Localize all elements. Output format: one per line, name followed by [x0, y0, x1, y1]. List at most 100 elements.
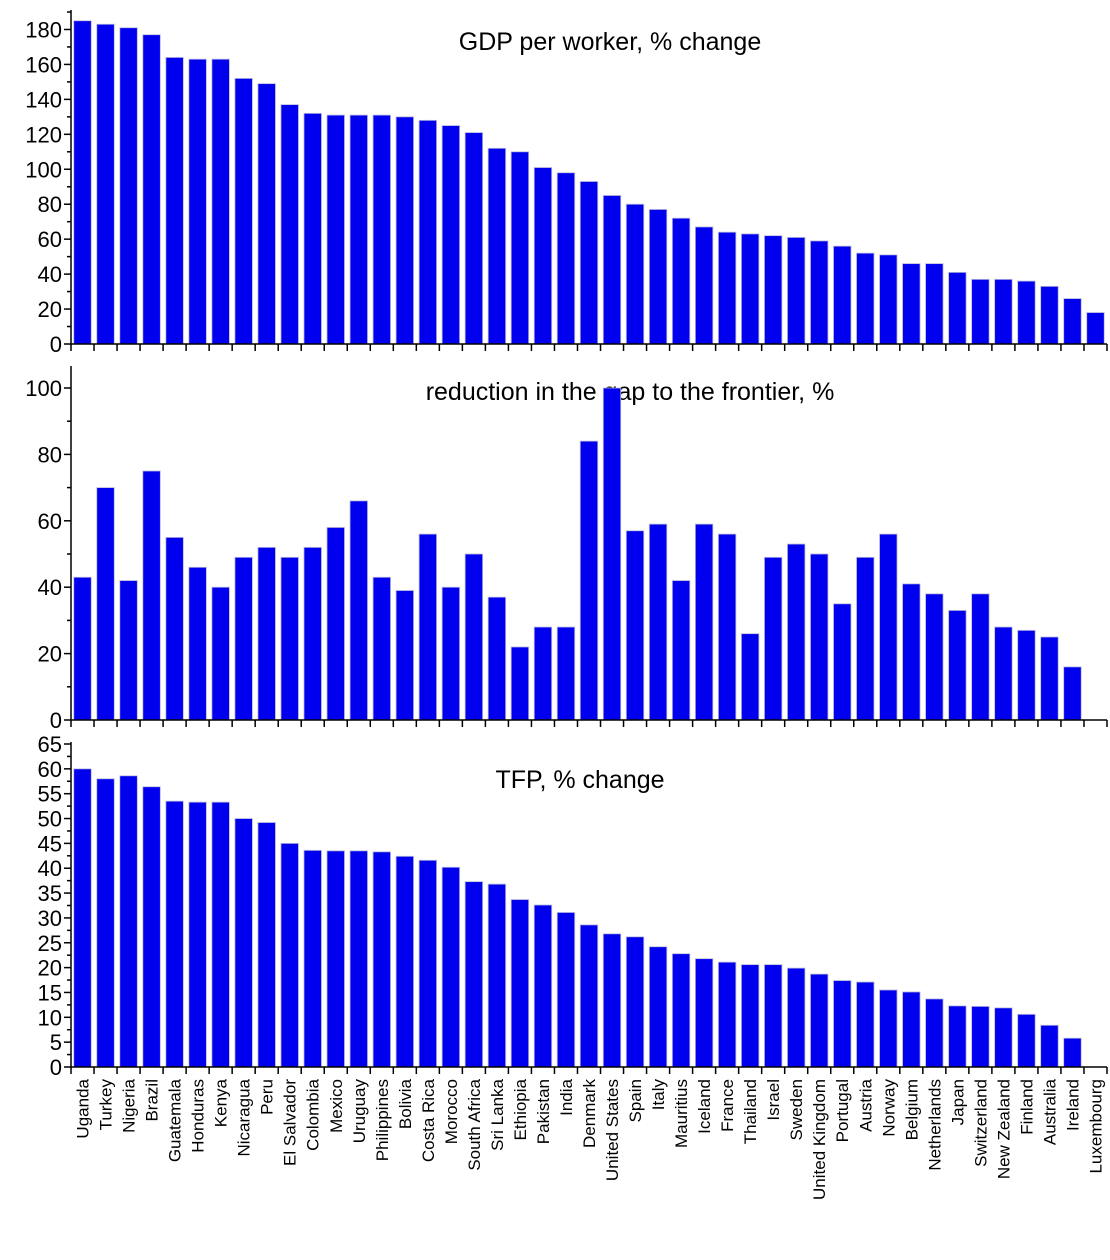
bar: [879, 533, 898, 721]
category-label: Mauritius: [672, 1079, 691, 1148]
bar: [372, 576, 391, 721]
bar: [142, 470, 161, 721]
panel-title: TFP, % change: [495, 766, 664, 794]
bar: [533, 626, 553, 721]
category-label: Switzerland: [971, 1079, 990, 1167]
bar: [441, 125, 461, 345]
y-tick-label: 45: [38, 831, 62, 856]
bar: [717, 231, 737, 345]
bar: [73, 20, 92, 345]
category-label: Austria: [856, 1078, 875, 1131]
category-label: New Zealand: [994, 1079, 1013, 1179]
bar: [441, 586, 461, 721]
category-label: Portugal: [833, 1079, 852, 1142]
category-label: Bolivia: [396, 1078, 415, 1129]
category-label: Turkey: [97, 1079, 116, 1131]
y-tick-label: 40: [38, 262, 62, 287]
category-label: Morocco: [442, 1079, 461, 1144]
bar: [833, 603, 852, 721]
bar: [810, 973, 829, 1068]
y-tick-label: 55: [38, 782, 62, 807]
bar: [142, 34, 161, 345]
bar: [188, 566, 207, 721]
y-tick-label: 20: [38, 642, 62, 667]
gap-reduction-panel: reduction in the gap to the frontier, % …: [25, 366, 1108, 733]
bar: [510, 151, 530, 345]
bar: [257, 83, 276, 345]
bar: [372, 851, 391, 1068]
bar: [879, 254, 898, 345]
y-tick-label: 15: [38, 980, 62, 1005]
bar: [349, 500, 368, 721]
category-label: Israel: [764, 1079, 783, 1121]
bar: [764, 964, 783, 1068]
bar: [1017, 1013, 1036, 1068]
bar: [441, 866, 461, 1068]
bar: [211, 586, 230, 721]
category-label: Thailand: [741, 1079, 760, 1144]
bar: [856, 981, 875, 1068]
bar: [1063, 1037, 1082, 1068]
bar: [96, 487, 115, 721]
bar: [694, 958, 714, 1068]
bar: [1063, 666, 1082, 721]
y-tick-label: 5: [50, 1030, 62, 1055]
bar: [602, 387, 622, 721]
y-tick-label: 50: [38, 807, 62, 832]
category-label: United States: [603, 1079, 622, 1181]
bar: [257, 546, 276, 721]
bar: [902, 991, 921, 1068]
y-tick-label: 65: [38, 732, 62, 757]
bar: [856, 556, 875, 721]
bar: [787, 543, 806, 721]
bar: [303, 546, 322, 721]
bar: [418, 533, 438, 721]
bar: [464, 553, 484, 721]
bar: [994, 626, 1013, 721]
bar: [303, 849, 322, 1068]
category-label: Mexico: [327, 1079, 346, 1133]
bar: [487, 147, 507, 345]
y-tick-label: 80: [38, 192, 62, 217]
bar: [971, 593, 990, 721]
panel-title: reduction in the gap to the frontier, %: [426, 378, 835, 406]
bar: [372, 114, 391, 345]
y-tick-label: 40: [38, 575, 62, 600]
y-tick-label: 25: [38, 931, 62, 956]
category-label: Sri Lanka: [488, 1078, 507, 1150]
panel-title: GDP per worker, % change: [459, 28, 761, 56]
bar: [533, 167, 553, 345]
bar: [73, 576, 92, 721]
bar: [119, 580, 138, 721]
bar: [211, 801, 230, 1068]
y-tick-label: 60: [38, 509, 62, 534]
bar: [787, 967, 806, 1068]
category-label: India: [557, 1078, 576, 1115]
bar: [234, 556, 253, 721]
category-label: Australia: [1040, 1078, 1059, 1145]
bar: [326, 114, 345, 345]
bar: [925, 263, 944, 345]
bar: [879, 989, 898, 1068]
bar: [579, 924, 599, 1068]
bar: [395, 116, 414, 345]
category-label: Denmark: [580, 1079, 599, 1148]
category-label: Spain: [626, 1079, 645, 1122]
bar: [741, 233, 760, 345]
bar: [833, 980, 852, 1068]
bar: [625, 530, 645, 721]
bar: [1040, 285, 1059, 345]
bar: [464, 881, 484, 1068]
bar: [1017, 280, 1036, 345]
bar: [303, 112, 322, 345]
bar: [994, 1007, 1013, 1068]
bar: [188, 58, 207, 345]
bar: [418, 119, 438, 345]
bar: [211, 58, 230, 345]
bar: [326, 850, 345, 1068]
bar: [925, 998, 944, 1068]
bar: [579, 181, 599, 345]
bar: [671, 953, 691, 1068]
bar: [810, 240, 829, 345]
